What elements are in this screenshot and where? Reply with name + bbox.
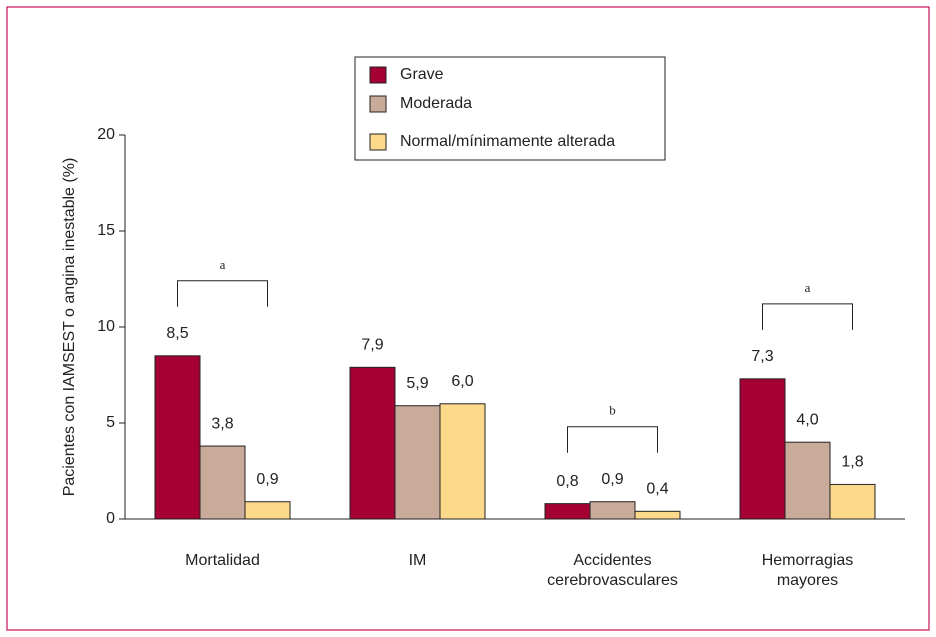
legend-swatch: [369, 133, 387, 151]
value-label: 8,5: [166, 325, 188, 342]
legend-label: Normal/mínimamente alterada: [400, 133, 615, 150]
bar: [439, 403, 486, 520]
bar: [634, 510, 681, 520]
bracket: [177, 280, 268, 307]
bar: [589, 501, 636, 520]
bar: [394, 405, 441, 520]
value-label: 1,8: [841, 454, 863, 471]
y-tick-label: 15: [97, 222, 115, 239]
annotation: b: [609, 403, 616, 418]
bracket: [762, 303, 853, 330]
bar: [199, 445, 246, 520]
value-label: 5,9: [406, 375, 428, 392]
legend-label: Grave: [400, 66, 444, 83]
value-label: 4,0: [796, 411, 818, 428]
bar: [154, 355, 201, 520]
x-tick-label: IM: [409, 552, 427, 569]
legend-swatch: [369, 66, 387, 84]
y-tick-label: 5: [106, 414, 115, 431]
value-label: 3,8: [211, 415, 233, 432]
value-label: 7,3: [751, 348, 773, 365]
bar: [349, 366, 396, 520]
value-label: 7,9: [361, 337, 383, 354]
frame: [6, 6, 930, 631]
bar: [739, 378, 786, 520]
bar: [784, 441, 831, 520]
bar: [829, 483, 876, 520]
bar: [544, 503, 591, 520]
x-tick-label: Mortalidad: [185, 552, 260, 569]
y-axis-label: Pacientes con IAMSEST o angina inestable…: [61, 158, 78, 497]
x-tick-label: Hemorragias mayores: [762, 552, 854, 589]
value-label: 6,0: [451, 373, 473, 390]
value-label: 0,9: [256, 471, 278, 488]
annotation: a: [220, 257, 226, 272]
value-label: 0,9: [601, 471, 623, 488]
legend-box: [354, 56, 666, 161]
y-tick-label: 0: [106, 510, 115, 527]
annotation: a: [805, 280, 811, 295]
value-label: 0,4: [646, 481, 668, 498]
y-tick-label: 20: [97, 126, 115, 143]
y-tick-label: 10: [97, 318, 115, 335]
x-tick-label: Accidentes cerebrovasculares: [547, 552, 678, 589]
legend-label: Moderada: [400, 95, 472, 112]
bar: [244, 501, 291, 520]
bracket: [567, 426, 658, 453]
value-label: 0,8: [556, 473, 578, 490]
legend-swatch: [369, 95, 387, 113]
